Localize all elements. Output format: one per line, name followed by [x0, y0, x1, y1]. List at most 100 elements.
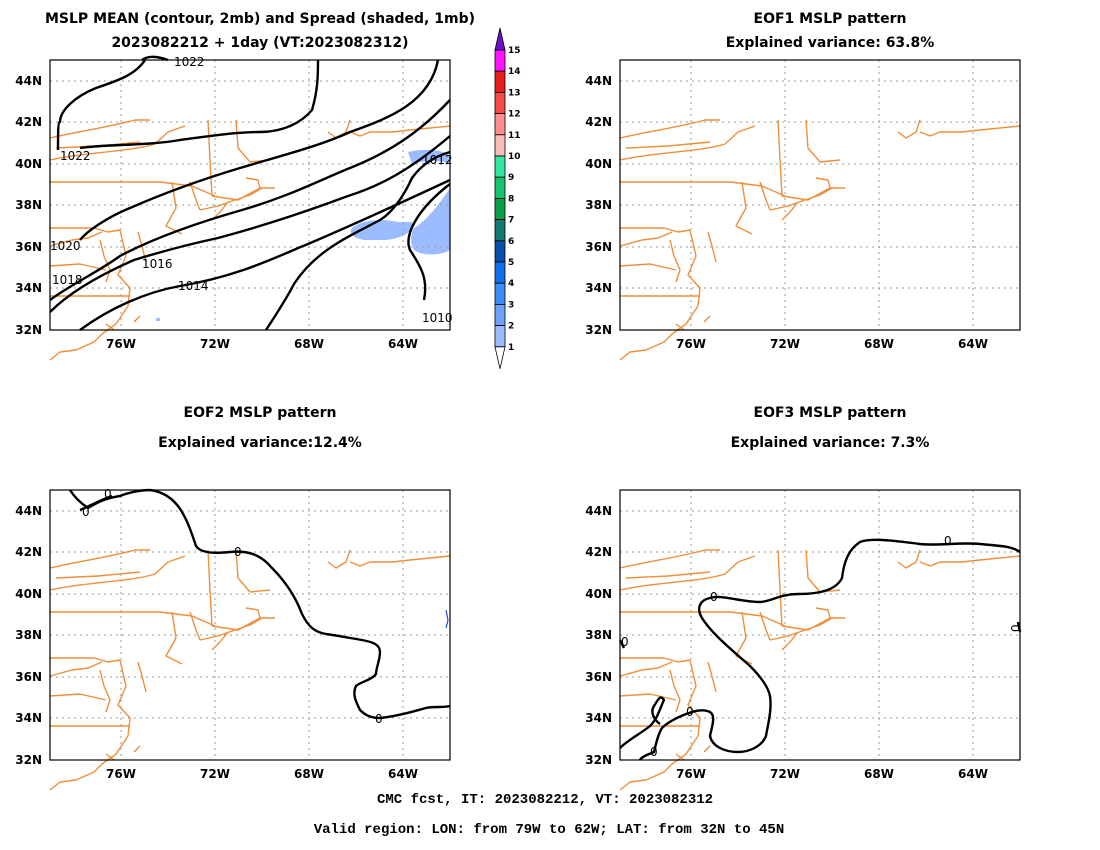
panel3-lat-axis: 44N 42N 40N 38N 36N 34N 32N [15, 504, 42, 767]
colorbar-swatch [494, 92, 506, 115]
zero-contour-eof2-main [68, 488, 451, 720]
contour-label-1018: 1018 [52, 273, 83, 287]
panel4-coastline [619, 549, 1021, 791]
panel2-title-line2: Explained variance: 63.8% [726, 35, 935, 51]
panel4-frame [619, 489, 1021, 761]
contour-label-1010: 1010 [422, 311, 453, 325]
colorbar-label: 11 [508, 131, 521, 141]
panel4-map: 0 0 0 0 0 0 [618, 489, 1023, 791]
panel1-title-line1: MSLP MEAN (contour, 2mb) and Spread (sha… [45, 11, 475, 27]
panel2-title-line1: EOF1 MSLP pattern [754, 11, 907, 27]
lon-label: 64W [958, 337, 988, 351]
contour-label-1014: 1014 [178, 279, 209, 293]
panel1-frame [49, 59, 451, 331]
contour-label-zero: 0 [650, 745, 658, 759]
colorbar-label: 5 [508, 258, 514, 268]
panel3-lon-axis: 76W 72W 68W 64W [106, 767, 418, 781]
contour-label-zero: 0 [944, 534, 952, 548]
panel1-map: 1022 1022 1020 1018 1016 1014 1012 1010 [49, 55, 453, 361]
colorbar-swatch [494, 303, 506, 326]
colorbar-swatch [494, 197, 506, 220]
panel1-coastline [49, 119, 451, 361]
panel1-lat-axis: 44N 42N 40N 38N 36N 34N 32N [15, 74, 42, 337]
lon-label: 72W [770, 337, 800, 351]
panel4-title-line2: Explained variance: 7.3% [731, 435, 930, 451]
lat-label: 44N [585, 504, 612, 518]
contour-label-1016: 1016 [142, 257, 173, 271]
contour-label-zero: 0 [1009, 624, 1023, 632]
lat-label: 38N [15, 198, 42, 212]
lon-label: 64W [388, 337, 418, 351]
colorbar-label: 9 [508, 173, 514, 183]
contour-1020 [79, 59, 440, 241]
colorbar-label: 3 [508, 300, 514, 310]
colorbar-label: 7 [508, 216, 514, 226]
footer-valid-region: Valid region: LON: from 79W to 62W; LAT:… [314, 822, 784, 838]
panel-eof1: EOF1 MSLP pattern Explained variance: 63… [585, 11, 1021, 361]
panel2-map [619, 59, 1021, 361]
lon-label: 76W [106, 767, 136, 781]
contour-1016 [49, 135, 451, 313]
colorbar-swatch [494, 282, 506, 305]
colorbar-label: 6 [508, 237, 514, 247]
contour-label-zero: 0 [686, 705, 694, 719]
lat-label: 36N [15, 240, 42, 254]
zero-contour-eof3-edge [618, 639, 626, 649]
panel4-lat-axis: 44N 42N 40N 38N 36N 34N 32N [585, 504, 612, 767]
lat-label: 36N [585, 240, 612, 254]
panel2-lat-axis: 44N 42N 40N 38N 36N 34N 32N [585, 74, 612, 337]
contour-1022 [56, 59, 320, 151]
contour-1014 [79, 178, 451, 331]
panel-mslp-mean: MSLP MEAN (contour, 2mb) and Spread (sha… [15, 11, 475, 361]
lon-label: 68W [864, 337, 894, 351]
contour-label-zero: 0 [375, 712, 383, 726]
panel2-frame [619, 59, 1021, 331]
panel4-title-line1: EOF3 MSLP pattern [754, 405, 907, 421]
lat-label: 44N [15, 504, 42, 518]
zero-contour-eof3-main [638, 538, 1021, 761]
panel1-title-line2: 2023082212 + 1day (VT:2023082312) [111, 35, 408, 51]
colorbar-swatch [494, 70, 506, 93]
contour-1018 [49, 99, 451, 301]
contour-label-1012: 1012 [422, 153, 453, 167]
lat-label: 44N [15, 74, 42, 88]
panel4-lon-axis: 76W 72W 68W 64W [676, 767, 988, 781]
contour-label-zero: 0 [710, 590, 718, 604]
colorbar-bottom-arrow [494, 346, 506, 369]
colorbar-label: 13 [508, 88, 521, 98]
spread-colorbar: 15 14 13 12 11 10 9 8 7 6 5 4 3 2 1 [494, 27, 521, 369]
spread-shade-dot [156, 318, 160, 321]
lat-label: 42N [15, 545, 42, 559]
lat-label: 40N [585, 587, 612, 601]
colorbar-swatch [494, 176, 506, 199]
panel3-title-line2: Explained variance:12.4% [158, 435, 362, 451]
colorbar-swatch [494, 325, 506, 348]
colorbar-label: 15 [508, 46, 521, 56]
lat-label: 40N [15, 157, 42, 171]
panel3-title-line1: EOF2 MSLP pattern [184, 405, 337, 421]
contour-1010 [407, 183, 451, 301]
panel2-lon-axis: 76W 72W 68W 64W [676, 337, 988, 351]
lon-label: 68W [864, 767, 894, 781]
zero-contour-eof3-loop [619, 696, 666, 749]
spread-fragment [445, 609, 449, 629]
lat-label: 34N [15, 711, 42, 725]
panel-eof3: EOF3 MSLP pattern Explained variance: 7.… [585, 405, 1023, 791]
panel3-map: 0 0 0 0 [49, 487, 451, 791]
lon-label: 76W [676, 767, 706, 781]
panel-eof2: EOF2 MSLP pattern Explained variance:12.… [15, 405, 451, 791]
panel3-frame [49, 489, 451, 761]
lon-label: 68W [294, 337, 324, 351]
lon-label: 64W [388, 767, 418, 781]
colorbar-label: 14 [508, 67, 521, 77]
colorbar-swatch [494, 240, 506, 263]
colorbar-swatch [494, 219, 506, 242]
lon-label: 68W [294, 767, 324, 781]
colorbar-label: 12 [508, 110, 521, 120]
spread-shade-area [350, 149, 450, 255]
colorbar-swatch [494, 113, 506, 136]
colorbar-label: 8 [508, 194, 514, 204]
colorbar-label: 2 [508, 322, 514, 332]
lat-label: 38N [585, 198, 612, 212]
